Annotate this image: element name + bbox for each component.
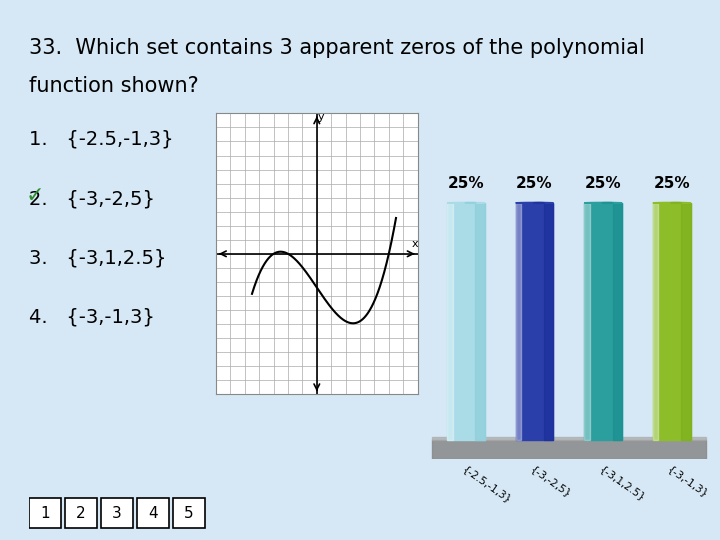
Text: 3: 3 — [112, 505, 122, 521]
Bar — [653, 203, 659, 440]
FancyBboxPatch shape — [29, 498, 61, 528]
Bar — [516, 203, 521, 440]
Text: 25%: 25% — [448, 177, 485, 192]
Bar — [516, 203, 554, 440]
Text: {-2.5,-1,3}: {-2.5,-1,3} — [460, 464, 513, 505]
Text: 1: 1 — [40, 505, 50, 521]
Ellipse shape — [584, 202, 622, 204]
Text: {-3,1,2.5}: {-3,1,2.5} — [598, 464, 647, 503]
Bar — [447, 203, 485, 440]
Bar — [613, 203, 622, 440]
Bar — [544, 203, 554, 440]
Ellipse shape — [465, 202, 476, 204]
Text: 25%: 25% — [653, 177, 690, 192]
FancyBboxPatch shape — [101, 498, 133, 528]
Bar — [475, 203, 485, 440]
FancyBboxPatch shape — [65, 498, 97, 528]
FancyBboxPatch shape — [173, 498, 205, 528]
Text: 4: 4 — [148, 505, 158, 521]
Ellipse shape — [653, 202, 690, 204]
Text: 25%: 25% — [516, 177, 553, 192]
Bar — [584, 203, 590, 440]
Text: 1.   {-2.5,-1,3}: 1. {-2.5,-1,3} — [29, 130, 174, 148]
Ellipse shape — [670, 202, 682, 204]
Text: 5: 5 — [184, 505, 194, 521]
Bar — [432, 440, 706, 459]
Text: 3.   {-3,1,2.5}: 3. {-3,1,2.5} — [29, 248, 166, 267]
Text: 4.   {-3,-1,3}: 4. {-3,-1,3} — [29, 308, 155, 327]
Ellipse shape — [516, 202, 554, 204]
Text: x: x — [411, 239, 418, 249]
FancyBboxPatch shape — [137, 498, 169, 528]
Bar — [584, 203, 622, 440]
Text: {-3,-2,5}: {-3,-2,5} — [528, 464, 573, 499]
Text: {-3,-1,3}: {-3,-1,3} — [666, 464, 711, 499]
Ellipse shape — [602, 202, 613, 204]
Text: 33.  Which set contains 3 apparent zeros of the polynomial: 33. Which set contains 3 apparent zeros … — [29, 38, 644, 58]
Text: ✓: ✓ — [25, 186, 44, 206]
Ellipse shape — [447, 202, 485, 204]
Bar — [681, 203, 690, 440]
Bar — [432, 437, 706, 440]
Text: 25%: 25% — [585, 177, 621, 192]
Text: function shown?: function shown? — [29, 76, 199, 96]
Text: 2.   {-3,-2,5}: 2. {-3,-2,5} — [29, 189, 155, 208]
Bar — [653, 203, 690, 440]
Ellipse shape — [534, 202, 545, 204]
Text: 2: 2 — [76, 505, 86, 521]
Bar — [447, 203, 453, 440]
Text: y: y — [318, 112, 325, 123]
